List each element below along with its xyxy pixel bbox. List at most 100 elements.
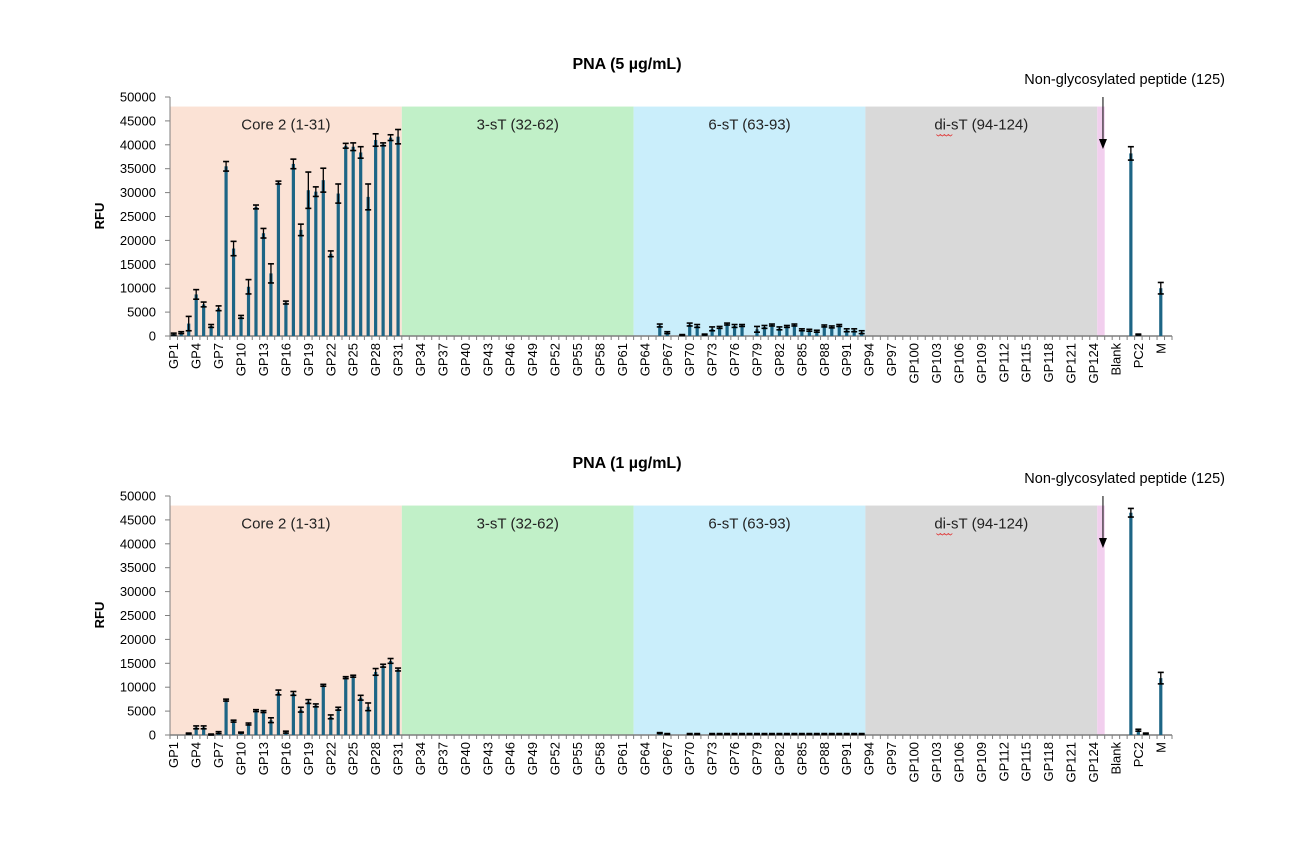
- bar: [277, 183, 280, 336]
- bar: [389, 138, 392, 336]
- x-tick-label: M: [1153, 742, 1168, 753]
- y-tick-label: 15000: [120, 257, 156, 272]
- bar: [725, 324, 728, 336]
- x-tick-label: GP49: [525, 742, 540, 775]
- x-tick-label: GP103: [929, 343, 944, 383]
- bar: [352, 147, 355, 336]
- y-tick-label: 20000: [120, 632, 156, 647]
- bar: [396, 137, 399, 336]
- x-tick-label: GP7: [211, 742, 226, 768]
- x-tick-label: GP58: [592, 742, 607, 775]
- region-label: 6-sT (63-93): [708, 516, 790, 533]
- x-tick-label: GP43: [480, 742, 495, 775]
- x-tick-label: GP55: [570, 742, 585, 775]
- bar: [1129, 153, 1132, 336]
- x-tick-label: GP91: [839, 742, 854, 775]
- x-tick-label: GP73: [705, 343, 720, 376]
- y-tick-label: 45000: [120, 512, 156, 527]
- x-tick-label: GP4: [189, 343, 204, 369]
- x-tick-label: GP46: [503, 343, 518, 376]
- bar: [344, 146, 347, 336]
- y-tick-label: 40000: [120, 137, 156, 152]
- x-tick-label: GP97: [884, 343, 899, 376]
- x-tick-label: GP124: [1086, 343, 1101, 383]
- x-tick-label: GP19: [301, 343, 316, 376]
- region-band: [402, 506, 634, 735]
- bar: [262, 233, 265, 336]
- x-tick-label: GP118: [1041, 343, 1056, 383]
- x-tick-label: GP94: [862, 343, 877, 376]
- bar: [337, 709, 340, 735]
- x-tick-label: GP109: [974, 343, 989, 383]
- x-tick-label: GP31: [391, 742, 406, 775]
- x-tick-label: GP70: [682, 343, 697, 376]
- x-tick-label: GP76: [727, 742, 742, 775]
- bar: [359, 152, 362, 336]
- x-tick-label: PC2: [1131, 343, 1146, 368]
- bar: [396, 670, 399, 735]
- x-tick-label: PC2: [1131, 742, 1146, 767]
- bar: [254, 711, 257, 735]
- x-tick-label: GP106: [951, 343, 966, 383]
- x-tick-label: GP34: [413, 742, 428, 775]
- region-label: Core 2 (1-31): [241, 516, 330, 533]
- x-tick-label: GP31: [391, 343, 406, 376]
- bar: [314, 192, 317, 336]
- x-tick-label: M: [1153, 343, 1168, 354]
- x-tick-label: GP22: [323, 343, 338, 376]
- x-tick-label: Blank: [1108, 343, 1123, 376]
- bar: [1129, 513, 1132, 735]
- region-label: di-sT (94-124): [934, 117, 1028, 134]
- x-tick-label: GP1: [166, 343, 181, 369]
- bar: [232, 249, 235, 336]
- x-tick-label: GP100: [907, 742, 922, 782]
- x-tick-label: GP115: [1019, 742, 1034, 782]
- y-tick-label: 45000: [120, 113, 156, 128]
- bar: [389, 661, 392, 735]
- bar: [329, 717, 332, 735]
- region-label: 3-sT (32-62): [477, 516, 559, 533]
- x-tick-label: GP91: [839, 343, 854, 376]
- x-tick-label: GP94: [862, 742, 877, 775]
- bar: [217, 308, 220, 336]
- x-tick-label: GP52: [548, 343, 563, 376]
- bar: [239, 317, 242, 336]
- x-tick-label: GP100: [907, 343, 922, 383]
- x-tick-label: GP88: [817, 343, 832, 376]
- x-tick-label: GP4: [189, 742, 204, 768]
- bar: [292, 164, 295, 336]
- y-tick-label: 10000: [120, 281, 156, 296]
- y-tick-label: 25000: [120, 209, 156, 224]
- bar: [344, 678, 347, 735]
- x-tick-label: GP58: [592, 343, 607, 376]
- x-tick-label: GP79: [749, 343, 764, 376]
- x-tick-label: GP79: [749, 742, 764, 775]
- x-tick-label: GP16: [278, 343, 293, 376]
- region-band: [170, 506, 402, 735]
- x-tick-label: GP64: [637, 742, 652, 775]
- x-tick-label: GP40: [458, 343, 473, 376]
- bar: [382, 666, 385, 735]
- region-band: [865, 506, 1097, 735]
- bar: [299, 710, 302, 735]
- region-band: [402, 107, 634, 336]
- x-tick-label: GP25: [346, 742, 361, 775]
- bar: [337, 194, 340, 336]
- x-tick-label: GP67: [660, 343, 675, 376]
- bar: [322, 180, 325, 336]
- bar: [314, 705, 317, 735]
- x-tick-label: GP13: [256, 742, 271, 775]
- annotation-label: Non-glycosylated peptide (125): [1024, 471, 1225, 487]
- x-tick-label: GP43: [480, 343, 495, 376]
- bar: [202, 304, 205, 336]
- bar: [352, 676, 355, 735]
- y-tick-label: 35000: [120, 161, 156, 176]
- x-tick-label: GP121: [1064, 742, 1079, 782]
- x-tick-label: GP7: [211, 343, 226, 369]
- region-band: [634, 506, 866, 735]
- x-tick-label: GP25: [346, 343, 361, 376]
- x-tick-label: GP16: [278, 742, 293, 775]
- x-tick-label: GP97: [884, 742, 899, 775]
- x-tick-label: GP40: [458, 742, 473, 775]
- y-tick-label: 0: [149, 329, 156, 344]
